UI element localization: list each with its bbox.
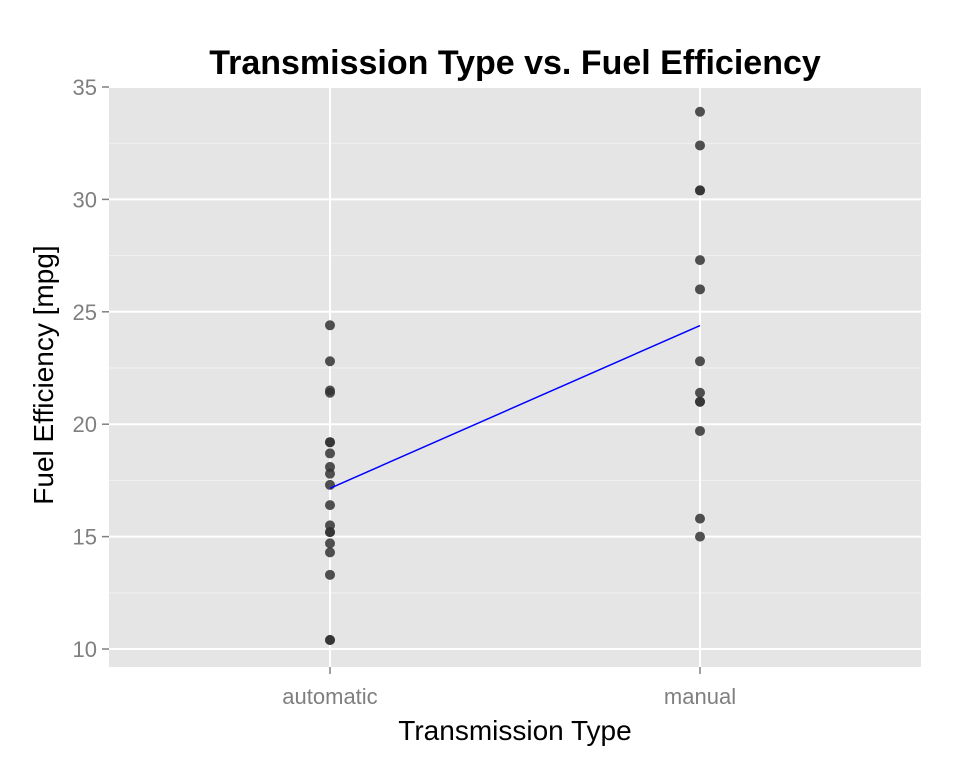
plot-panel bbox=[109, 87, 921, 667]
data-point bbox=[325, 320, 335, 331]
data-point bbox=[325, 479, 335, 490]
data-point bbox=[695, 140, 705, 151]
trend-line-group bbox=[329, 324, 701, 489]
data-point bbox=[325, 387, 335, 398]
data-point bbox=[325, 437, 335, 448]
major-gridlines bbox=[109, 86, 921, 667]
data-point bbox=[325, 500, 335, 511]
data-point bbox=[695, 531, 705, 542]
y-tick-label: 20 bbox=[73, 412, 97, 437]
x-axis-title: Transmission Type bbox=[398, 715, 631, 746]
y-tick-label: 30 bbox=[73, 187, 97, 212]
data-point bbox=[695, 284, 705, 295]
data-point bbox=[695, 106, 705, 117]
data-point bbox=[325, 448, 335, 459]
data-point bbox=[325, 635, 335, 646]
chart-title: Transmission Type vs. Fuel Efficiency bbox=[209, 44, 821, 82]
data-point bbox=[695, 356, 705, 367]
data-point bbox=[325, 468, 335, 479]
y-tick-label: 10 bbox=[73, 637, 97, 662]
data-point bbox=[695, 513, 705, 524]
data-point bbox=[695, 396, 705, 407]
data-point bbox=[325, 538, 335, 549]
axis-ticks bbox=[102, 86, 701, 674]
x-tick-label: automatic bbox=[282, 684, 377, 709]
y-tick-label: 15 bbox=[73, 525, 97, 550]
data-point bbox=[695, 387, 705, 398]
minor-gridlines bbox=[109, 142, 921, 594]
y-axis-tick-labels: 10 15 20 25 30 35 bbox=[73, 75, 97, 662]
data-point bbox=[695, 255, 705, 266]
data-points bbox=[325, 106, 705, 646]
y-tick-label: 25 bbox=[73, 300, 97, 325]
y-axis-title: Fuel Efficiency [mpg] bbox=[28, 245, 59, 504]
trend-line bbox=[329, 324, 701, 489]
data-point bbox=[695, 425, 705, 436]
x-axis-tick-labels: automatic manual bbox=[282, 684, 736, 709]
data-point bbox=[325, 569, 335, 580]
data-point bbox=[695, 185, 705, 196]
data-point bbox=[325, 356, 335, 367]
data-point bbox=[325, 547, 335, 558]
data-point bbox=[325, 527, 335, 538]
y-tick-label: 35 bbox=[73, 75, 97, 100]
x-tick-label: manual bbox=[664, 684, 736, 709]
